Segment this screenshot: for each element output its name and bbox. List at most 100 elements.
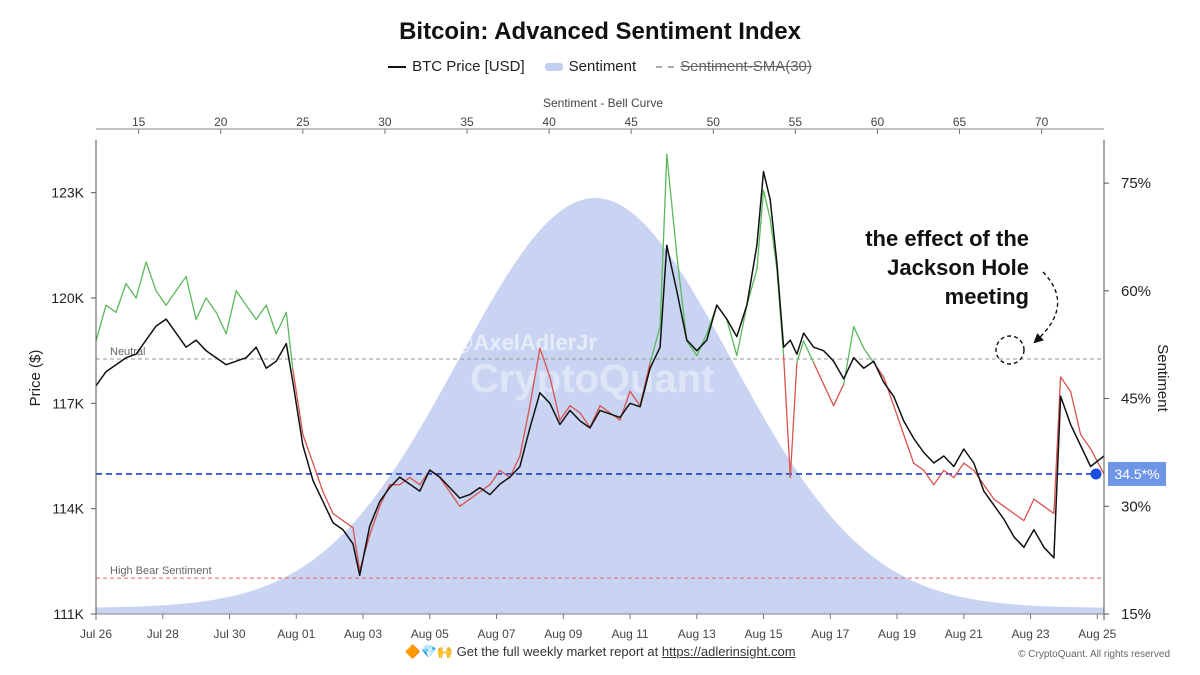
sentiment-line-segment xyxy=(736,304,748,357)
sentiment-line-segment xyxy=(215,311,227,335)
date-tick-label: Aug 15 xyxy=(745,627,783,641)
sentiment-line-segment xyxy=(796,340,805,364)
sentiment-line-segment xyxy=(832,383,845,407)
chart-title: Bitcoin: Advanced Sentiment Index xyxy=(399,18,801,45)
sentiment-line-segment xyxy=(235,290,247,306)
sentiment-line-segment xyxy=(175,275,187,292)
sentiment-line-segment xyxy=(913,462,925,472)
date-tick-label: Aug 09 xyxy=(544,627,582,641)
sentiment-line-segment xyxy=(1033,498,1045,507)
legend-label-price: BTC Price [USD] xyxy=(412,58,525,75)
bell-tick-label: 30 xyxy=(378,115,392,129)
sentiment-tick-label: 60% xyxy=(1121,283,1151,300)
bell-tick-label: 50 xyxy=(707,115,721,129)
price-tick-label: 117K xyxy=(52,395,84,411)
date-tick-label: Aug 23 xyxy=(1012,627,1050,641)
sentiment-line-segment xyxy=(769,218,778,270)
legend-label-sentiment: Sentiment xyxy=(568,58,637,75)
bell-axis-title: Sentiment - Bell Curve xyxy=(543,96,663,110)
sentiment-line-segment xyxy=(676,254,688,342)
date-tick-label: Aug 25 xyxy=(1078,627,1116,641)
bell-tick-label: 40 xyxy=(542,115,556,129)
sentiment-line-segment xyxy=(332,512,344,522)
current-sentiment-badge xyxy=(1108,461,1166,486)
bell-tick-label: 25 xyxy=(296,115,310,129)
sentiment-line-segment xyxy=(322,491,334,515)
current-sentiment-marker[interactable] xyxy=(1090,468,1102,480)
sentiment-line-segment xyxy=(933,469,945,486)
bell-tick-label: 55 xyxy=(789,115,803,129)
sentiment-line-segment xyxy=(195,297,207,321)
date-tick-label: Jul 30 xyxy=(213,627,245,641)
legend-label-sma: Sentiment-SMA(30) xyxy=(680,58,812,75)
date-tick-label: Aug 05 xyxy=(411,627,449,641)
sentiment-line-segment xyxy=(469,491,481,500)
footer-link[interactable]: https://adlerinsight.com xyxy=(661,644,796,659)
sentiment-line-segment xyxy=(812,361,825,385)
sentiment-line-segment xyxy=(789,361,798,479)
sentiment-line-segment xyxy=(953,462,965,479)
sentiment-line-segment xyxy=(479,484,491,493)
sentiment-tick-label: 15% xyxy=(1121,606,1151,623)
watermark-handle: @AxelAdlerJr xyxy=(452,330,597,355)
sentiment-line-segment xyxy=(489,469,501,486)
sentiment-line-segment xyxy=(903,433,915,464)
legend-item-sentiment[interactable]: Sentiment xyxy=(544,58,637,75)
copyright: © CryptoQuant. All rights reserved xyxy=(1018,649,1170,660)
sentiment-line-segment xyxy=(569,405,581,414)
date-tick-label: Aug 21 xyxy=(945,627,983,641)
sentiment-line-segment xyxy=(352,527,361,572)
sentiment-line-segment xyxy=(165,290,177,306)
annotation-text-line: the effect of the xyxy=(865,226,1029,251)
sentiment-line-segment xyxy=(449,491,461,507)
sentiment-line-segment xyxy=(1059,376,1072,393)
sentiment-line-segment xyxy=(459,498,471,507)
bell-tick-label: 65 xyxy=(953,115,967,129)
sentiment-tick-label: 75% xyxy=(1121,175,1151,192)
sentiment-line-segment xyxy=(549,376,561,421)
sentiment-line-segment xyxy=(255,304,267,321)
sentiment-line-segment xyxy=(963,462,975,472)
sentiment-line-segment xyxy=(943,469,955,479)
sentiment-line-segment xyxy=(802,340,815,364)
sentiment-line-segment xyxy=(539,347,551,378)
sentiment-line-segment xyxy=(822,383,835,407)
annotation-text-line: meeting xyxy=(945,284,1029,309)
annotation-text-line: Jackson Hole xyxy=(887,255,1029,280)
sentiment-line-segment xyxy=(883,376,895,407)
sentiment-line-segment xyxy=(292,369,304,436)
sentiment-line-segment xyxy=(519,405,531,457)
date-tick-label: Aug 19 xyxy=(878,627,916,641)
sentiment-line-segment xyxy=(95,304,107,342)
sentiment-line-segment xyxy=(185,275,197,321)
legend-item-sma[interactable]: Sentiment-SMA(30) xyxy=(656,58,812,75)
sentiment-line-segment xyxy=(893,405,905,436)
sentiment-line-segment xyxy=(1079,433,1092,450)
date-tick-label: Aug 17 xyxy=(811,627,849,641)
sentiment-line-segment xyxy=(105,304,117,314)
sentiment-line-segment xyxy=(666,153,678,256)
sentiment-line-segment xyxy=(155,290,167,306)
date-tick-label: Aug 11 xyxy=(611,627,648,641)
date-tick-label: Aug 03 xyxy=(344,627,382,641)
sentiment-line-segment xyxy=(499,469,511,479)
sentiment-line-segment xyxy=(369,505,381,536)
sentiment-axis-title: Sentiment xyxy=(1154,344,1171,412)
sentiment-line-segment xyxy=(1043,505,1055,515)
sentiment-line-segment xyxy=(782,354,791,479)
watermark-brand: CryptoQuant xyxy=(470,357,714,401)
sentiment-line-segment xyxy=(342,519,354,529)
high-bear-label: High Bear Sentiment xyxy=(110,565,212,577)
sentiment-line-segment xyxy=(923,469,935,486)
sentiment-tick-label: 45% xyxy=(1121,391,1151,408)
sentiment-line-segment xyxy=(726,318,738,357)
sentiment-line-segment xyxy=(1013,512,1025,522)
footer-emoji: 🔶💎🙌 xyxy=(404,644,454,659)
date-tick-label: Jul 28 xyxy=(147,627,179,641)
legend-item-price[interactable]: BTC Price [USD] xyxy=(388,58,525,75)
legend-swatch-sma xyxy=(656,65,675,68)
bell-tick-label: 45 xyxy=(625,115,639,129)
footer: 🔶💎🙌 Get the full weekly market report at… xyxy=(0,644,1200,660)
sentiment-line-segment xyxy=(983,484,995,500)
